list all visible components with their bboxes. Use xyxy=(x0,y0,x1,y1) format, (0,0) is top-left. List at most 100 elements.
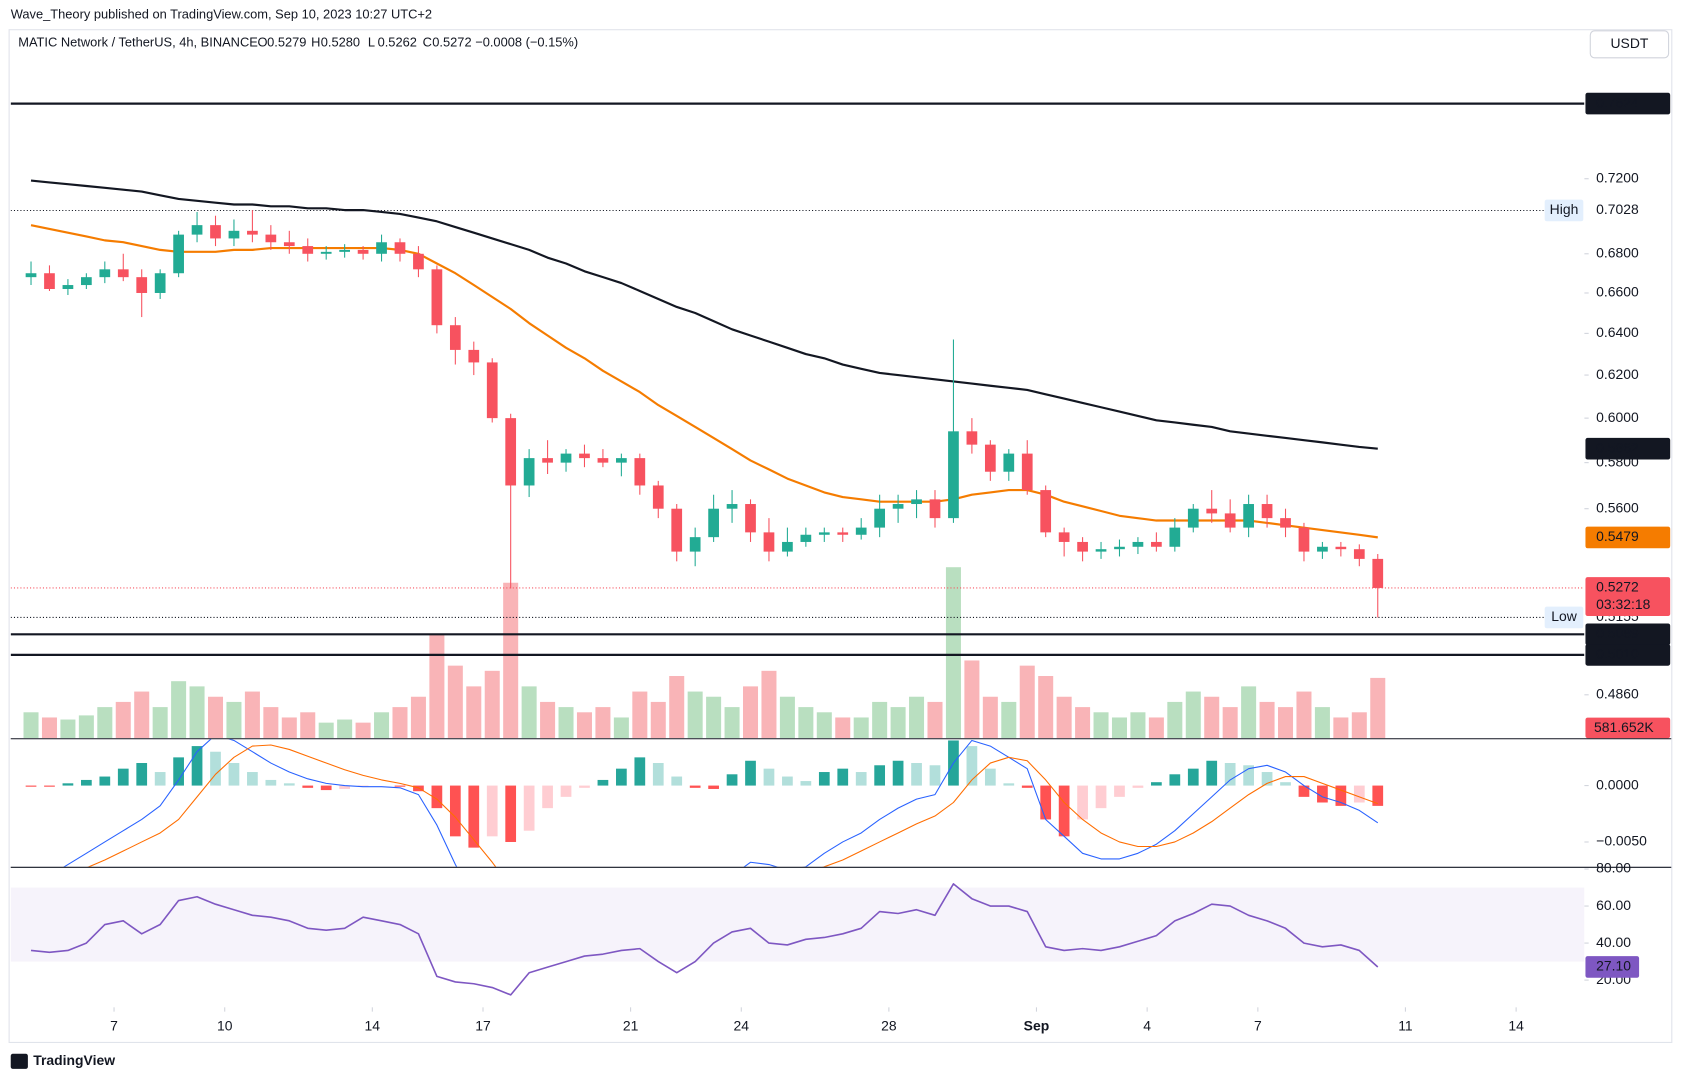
volume-bar xyxy=(1167,701,1183,739)
volume-bar xyxy=(300,712,316,739)
macd-histogram-bar xyxy=(579,785,590,788)
macd-histogram-bar xyxy=(616,768,627,786)
candle-body xyxy=(634,458,646,486)
candle-body xyxy=(1169,527,1181,547)
volume-bar xyxy=(1296,691,1312,739)
candle-body xyxy=(911,499,922,505)
level-label: 0.5010 xyxy=(1596,646,1639,662)
macd-histogram-bar xyxy=(542,785,553,809)
volume-bar xyxy=(1075,707,1091,739)
price-pane xyxy=(10,102,1585,739)
volume-bar xyxy=(392,707,408,739)
footer-logo: TradingView xyxy=(10,1052,115,1069)
candle-body xyxy=(1114,546,1125,550)
macd-histogram-bar xyxy=(283,783,295,786)
level-label: 0.7624 xyxy=(1596,94,1639,110)
volume-bar xyxy=(374,712,390,739)
candle-body xyxy=(818,532,830,535)
volume-bar xyxy=(1351,712,1367,739)
level-label-box xyxy=(1585,199,1671,222)
x-tick-label: 10 xyxy=(217,1017,233,1033)
currency-button[interactable] xyxy=(1589,30,1670,59)
macd-histogram-bar xyxy=(929,765,941,786)
volume-bar xyxy=(189,686,205,739)
macd-histogram-bar xyxy=(671,776,683,786)
volume-bar xyxy=(337,719,353,739)
ohlc-value: 0.5262 xyxy=(378,35,417,50)
volume-bar xyxy=(595,707,611,739)
candle-body xyxy=(782,541,793,552)
candle-body xyxy=(800,534,812,542)
ohlc-value: 0.5272 xyxy=(432,35,471,50)
level-label-box xyxy=(1585,92,1671,115)
candle-body xyxy=(671,508,683,552)
candle-body xyxy=(394,242,406,254)
y-tick-label: 0.4860 xyxy=(1596,685,1639,701)
candle-body xyxy=(652,485,664,509)
macd-histogram-bar xyxy=(1261,772,1273,786)
volume-bar xyxy=(484,670,500,739)
volume-bar xyxy=(982,696,998,739)
macd-histogram-bar xyxy=(1187,768,1199,786)
volume-bar xyxy=(466,686,482,739)
candle-body xyxy=(154,273,166,293)
volume-bar xyxy=(816,712,832,739)
ma-label: 0.5479 xyxy=(1596,528,1639,544)
macd-histogram-bar xyxy=(911,763,922,786)
macd-histogram-bar xyxy=(689,785,701,788)
macd-histogram-bar xyxy=(247,772,258,786)
volume-bar xyxy=(945,567,961,739)
candle-body xyxy=(560,453,572,463)
volume-bar xyxy=(1093,712,1109,739)
macd-histogram-bar xyxy=(1040,785,1052,820)
volume-bar xyxy=(669,676,685,739)
volume-bar xyxy=(1019,665,1035,739)
macd-histogram-bar xyxy=(1169,774,1181,786)
macd-histogram-bar xyxy=(1353,785,1365,803)
candle-body xyxy=(542,458,553,463)
currency[interactable]: USDT xyxy=(1610,35,1648,51)
candle-body xyxy=(44,273,55,290)
candle-body xyxy=(357,249,369,254)
volume-bar xyxy=(207,696,224,739)
volume-bar xyxy=(909,696,925,739)
macd-histogram-bar xyxy=(1243,765,1254,786)
candle-body xyxy=(431,269,443,326)
volume-bar xyxy=(1204,696,1220,739)
volume-bar xyxy=(97,707,113,739)
x-tick-label: 17 xyxy=(475,1017,491,1033)
macd-pane xyxy=(25,739,1384,867)
volume-bar xyxy=(1278,707,1294,739)
volume-bar xyxy=(429,634,445,739)
macd-histogram-bar xyxy=(763,768,775,786)
macd-tick-label: 0.0000 xyxy=(1596,776,1639,792)
volume-bar xyxy=(576,712,592,739)
candle-body xyxy=(763,532,775,552)
macd-histogram-bar xyxy=(782,776,793,786)
candle-body xyxy=(892,504,904,509)
macd-histogram-bar xyxy=(265,779,277,786)
macd-line xyxy=(63,739,1379,867)
ohlc-value: 0.5280 xyxy=(321,35,360,50)
candle-body xyxy=(302,246,314,254)
macd-histogram-bar xyxy=(984,768,996,786)
macd-histogram-bar xyxy=(1372,785,1384,806)
candle-body xyxy=(1003,453,1015,472)
volume-bar xyxy=(1038,676,1054,739)
volume-bar xyxy=(761,670,777,739)
macd-histogram-bar xyxy=(1280,782,1291,786)
x-tick-label: 14 xyxy=(1508,1017,1524,1033)
macd-histogram-bar xyxy=(1335,785,1347,806)
macd-histogram-bar xyxy=(523,785,535,831)
axes: 0.7200 0.6800 0.6600 0.6400 0.6200 0.6000 0.58… xyxy=(110,59,1671,1033)
candle-body xyxy=(745,504,756,533)
volume-bar xyxy=(853,717,869,739)
macd-histogram-bar xyxy=(1132,785,1144,788)
x-tick-label: 7 xyxy=(1254,1017,1262,1033)
macd-histogram-bar xyxy=(81,779,92,786)
volume-bar xyxy=(964,660,980,739)
symbol: MATIC Network / TetherUS, 4h, BINANCE xyxy=(18,35,258,50)
candle-body xyxy=(579,453,590,459)
rsi-label: 27.10 xyxy=(1596,958,1631,974)
volume-bar xyxy=(1056,696,1072,739)
